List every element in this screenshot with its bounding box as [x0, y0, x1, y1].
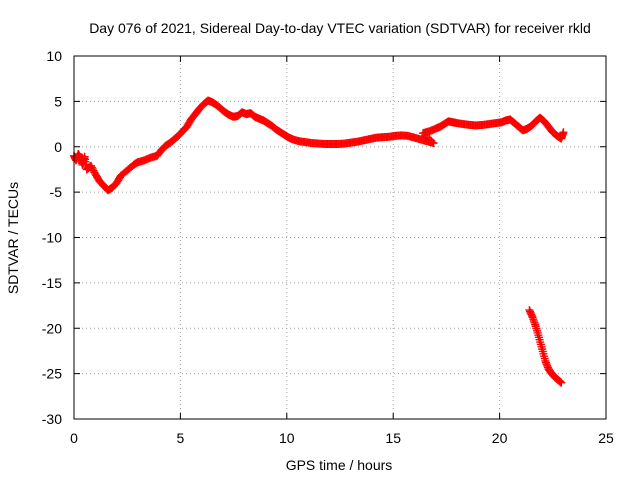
marker-group [70, 96, 568, 387]
y-tick-label: -25 [42, 366, 62, 382]
x-tick-label: 10 [279, 430, 295, 446]
y-tick-label: -20 [42, 320, 62, 336]
y-tick-label: 10 [46, 48, 62, 64]
y-tick-label: -5 [50, 184, 63, 200]
data-point-marker [557, 378, 566, 387]
grid-group [74, 56, 606, 419]
chart-title: Day 076 of 2021, Sidereal Day-to-day VTE… [89, 20, 591, 36]
data-point-marker [559, 128, 568, 137]
y-tick-label: -15 [42, 275, 62, 291]
axis-group: 0 5 10 15 20 25 -30 -25 -20 -15 -10 -5 0 5 10 [42, 48, 614, 446]
x-tick-label: 0 [70, 430, 78, 446]
y-tick-label: -10 [42, 230, 62, 246]
x-tick-label: 25 [598, 430, 614, 446]
x-axis-label: GPS time / hours [286, 457, 393, 473]
y-tick-label: -30 [42, 411, 62, 427]
x-tick-label: 5 [177, 430, 185, 446]
x-tick-label: 15 [385, 430, 401, 446]
x-tick-label: 20 [492, 430, 508, 446]
y-axis-label: SDTVAR / TECUs [5, 182, 21, 294]
y-tick-label: 0 [54, 139, 62, 155]
y-tick-label: 5 [54, 93, 62, 109]
plot-frame [73, 55, 607, 420]
